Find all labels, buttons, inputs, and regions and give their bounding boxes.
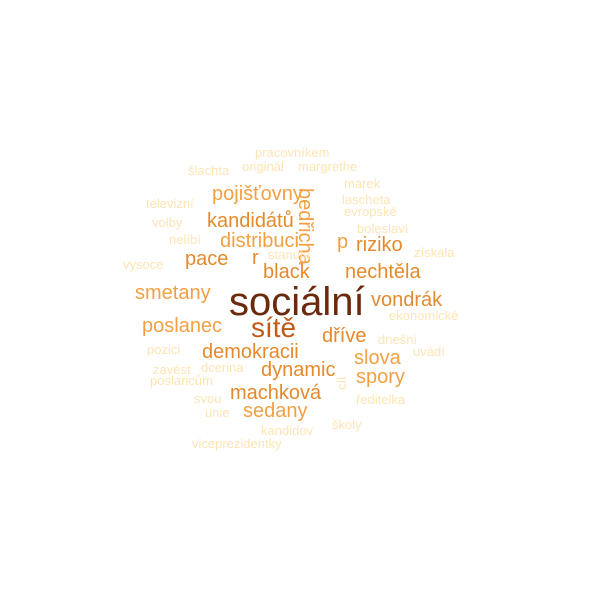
- word-cloud-word: zavést: [153, 362, 191, 377]
- word-cloud-word: stanula: [268, 247, 310, 262]
- word-cloud-word: nelíbí: [169, 232, 201, 247]
- word-cloud-word: pojišťovny: [212, 183, 303, 205]
- word-cloud-word: machková: [230, 382, 322, 404]
- word-cloud-word: pozici: [147, 342, 181, 357]
- word-cloud-word: cíl: [334, 377, 349, 390]
- word-cloud-word: vysoce: [123, 257, 164, 272]
- word-cloud-word: ekonomické: [389, 308, 459, 323]
- word-cloud-word: smetany: [135, 282, 211, 304]
- word-cloud-word: evropské: [344, 204, 397, 219]
- word-cloud-word: volby: [152, 215, 183, 230]
- word-cloud-word: marek: [344, 176, 381, 191]
- word-cloud-word: dynamic: [261, 359, 336, 381]
- word-cloud-word: black: [263, 261, 310, 283]
- word-cloud-word: spory: [356, 366, 405, 388]
- word-cloud-word: uvádí: [413, 344, 445, 359]
- word-cloud-word: distribuci: [220, 230, 299, 252]
- word-cloud-word: boleslaví: [357, 221, 409, 236]
- word-cloud-word: televizní: [146, 196, 194, 211]
- word-cloud-word: lascheta: [342, 192, 391, 207]
- word-cloud-word: dříve: [322, 325, 367, 347]
- word-cloud-word: sociální: [229, 280, 365, 324]
- word-cloud-word: p: [337, 231, 349, 253]
- word-cloud-word: sedany: [243, 400, 308, 422]
- word-cloud-word: dnešní: [378, 332, 418, 347]
- word-cloud-word: získala: [414, 245, 455, 260]
- word-cloud-word: viceprezidentky: [192, 436, 282, 451]
- word-cloud-word: sítě: [251, 312, 297, 343]
- word-cloud-word: ředitelka: [356, 392, 406, 407]
- word-cloud-word: vondrák: [371, 289, 443, 311]
- word-cloud-word: pace: [185, 248, 229, 270]
- word-cloud-word: školy: [332, 417, 362, 432]
- word-cloud-word: originál: [242, 159, 284, 174]
- word-cloud-word: šlachta: [188, 163, 230, 178]
- word-cloud-word: unie: [205, 405, 230, 420]
- word-cloud-word: margrethe: [298, 159, 358, 174]
- word-cloud-word: demokracii: [202, 341, 299, 363]
- word-cloud-word: poslanec: [142, 315, 223, 337]
- word-cloud-word: svou: [194, 391, 222, 406]
- word-cloud-word: kandidátů: [207, 210, 294, 232]
- word-cloud-word: poslancům: [150, 373, 213, 388]
- word-cloud-word: slova: [354, 347, 401, 369]
- word-cloud-word: pracovníkem: [255, 145, 330, 160]
- word-cloud-word: r: [252, 247, 259, 269]
- word-cloud-word: nechtěla: [345, 261, 421, 283]
- word-cloud-word: riziko: [356, 234, 403, 256]
- word-cloud-word: dcerina: [201, 360, 244, 375]
- word-cloud-word: kandidov: [261, 423, 314, 438]
